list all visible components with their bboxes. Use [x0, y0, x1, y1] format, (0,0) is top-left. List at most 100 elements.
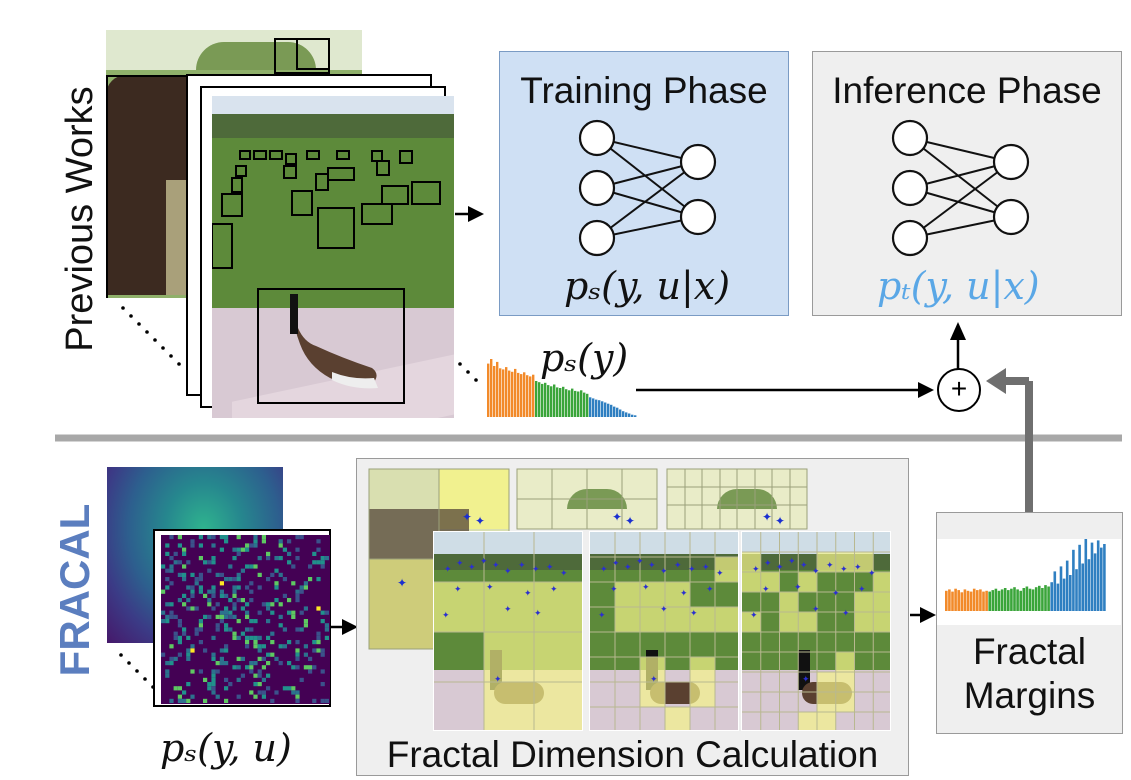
heatmap-cell	[253, 539, 258, 544]
heatmap-cell	[186, 598, 191, 603]
heatmap-cell	[211, 635, 216, 640]
heatmap-cell	[320, 698, 325, 703]
distribution-bar	[948, 589, 951, 611]
heatmap-cell	[236, 572, 241, 577]
heatmap-cell	[303, 652, 308, 657]
heatmap-cell	[249, 690, 254, 695]
heatmap-cell	[177, 623, 182, 628]
heatmap-cell	[236, 619, 241, 624]
svg-text:✦: ✦	[762, 510, 772, 524]
heatmap-cell	[236, 656, 241, 661]
distribution-bar	[960, 592, 964, 611]
occupied-grid-cell	[534, 682, 582, 730]
heatmap-cell	[207, 682, 212, 687]
object-marker: ✦	[840, 565, 848, 575]
distribution-bar	[562, 386, 565, 417]
heatmap-cell	[186, 560, 191, 565]
distribution-bar	[502, 369, 505, 417]
heatmap-cell	[257, 644, 262, 649]
heatmap-cell	[261, 656, 266, 661]
object-marker: ✦	[802, 675, 810, 685]
heatmap-cell	[228, 598, 233, 603]
heatmap-cell	[177, 535, 182, 540]
heatmap-cell	[211, 543, 216, 548]
heatmap-cell	[287, 661, 292, 666]
occupied-grid-cell	[615, 582, 640, 607]
occupied-grid-cell	[835, 652, 855, 672]
distribution-bar	[538, 382, 541, 417]
occupied-grid-cell	[835, 552, 855, 572]
heatmap-cell	[295, 656, 300, 661]
inference-formula: pₜ(y, u|x)	[877, 264, 1040, 308]
heatmap-cell	[232, 556, 237, 561]
heatmap-cell	[253, 635, 258, 640]
distribution-bar	[520, 374, 523, 417]
object-marker: ✦	[858, 585, 866, 595]
distribution-bar	[1022, 588, 1026, 611]
heatmap-cell	[211, 560, 216, 565]
object-marker: ✦	[674, 561, 682, 571]
heatmap-cell	[219, 648, 224, 653]
heatmap-cell	[165, 669, 170, 674]
distribution-bar	[535, 381, 538, 417]
heatmap-cell	[219, 614, 224, 619]
distribution-bar	[514, 368, 517, 417]
object-marker: ✦	[800, 561, 808, 571]
heatmap-cell	[161, 564, 166, 569]
heatmap-cell	[245, 614, 250, 619]
object-marker: ✦	[442, 611, 450, 621]
heatmap-cell	[240, 656, 245, 661]
occupied-grid-cell	[854, 552, 874, 572]
heatmap-cell	[308, 564, 313, 569]
object-marker: ✦	[650, 675, 658, 685]
distribution-bar	[604, 402, 607, 417]
object-marker: ✦	[454, 585, 462, 595]
heatmap-cell	[324, 623, 329, 628]
heatmap-cell	[257, 673, 262, 678]
distribution-bar	[574, 390, 577, 417]
heatmap-cell	[232, 589, 237, 594]
heatmap-cell	[291, 614, 296, 619]
heatmap-cell	[211, 682, 216, 687]
distribution-bar	[1103, 544, 1106, 611]
object-marker: ✦	[716, 569, 724, 579]
heatmap-cell	[207, 602, 212, 607]
heatmap-cell	[194, 631, 199, 636]
heatmap-cell	[194, 577, 199, 582]
heatmap-cell	[186, 648, 191, 653]
heatmap-cell	[324, 610, 329, 615]
occupied-grid-cell	[640, 657, 665, 682]
occupied-grid-cell	[534, 582, 582, 632]
distribution-bar	[1059, 566, 1063, 611]
heatmap-cell	[245, 640, 250, 645]
distribution-bar	[966, 590, 970, 611]
heatmap-cell	[190, 606, 195, 611]
heatmap-cell	[303, 623, 308, 628]
object-marker: ✦	[776, 563, 784, 573]
occupied-grid-cell	[690, 607, 715, 632]
heatmap-cell	[308, 577, 313, 582]
heatmap-cell	[257, 585, 262, 590]
heatmap-cell	[177, 686, 182, 691]
heatmap-cell	[182, 698, 187, 703]
heatmap-cell	[295, 698, 300, 703]
heatmap-cell	[169, 614, 174, 619]
heatmap-cell	[207, 686, 212, 691]
distribution-bar	[550, 386, 553, 417]
distribution-bar	[628, 413, 631, 417]
heatmap-cell	[270, 572, 275, 577]
occupied-grid-cell	[640, 682, 665, 707]
distribution-bar	[1000, 589, 1004, 611]
distribution-bar	[580, 390, 583, 417]
heatmap-cell	[219, 589, 224, 594]
heatmap-cell	[161, 610, 166, 615]
heatmap-cell	[274, 656, 279, 661]
object-marker: ✦	[492, 561, 500, 571]
occupied-grid-cell	[835, 692, 855, 712]
distribution-bar	[586, 393, 589, 417]
heatmap-cell	[324, 635, 329, 640]
heatmap-cell	[182, 564, 187, 569]
heatmap-cell	[266, 551, 271, 556]
heatmap-cell	[211, 677, 216, 682]
object-marker: ✦	[812, 567, 820, 577]
